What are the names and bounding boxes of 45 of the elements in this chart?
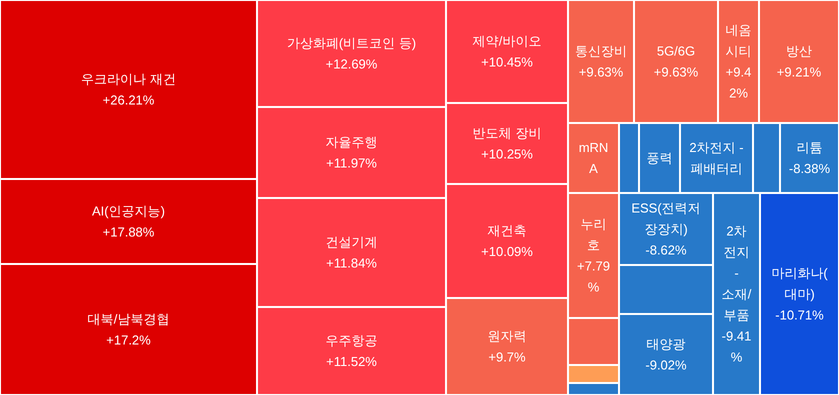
data-label: -10.71% [775,308,824,322]
data-label: +9.42% [726,64,752,100]
category-label: 반도체 장비 [472,126,542,140]
category-label: 네옴시티 [726,22,752,58]
category-label: 풍력 [646,150,672,166]
category-label: 우주항공 [326,333,378,348]
data-label: +9.63% [578,64,624,80]
category-label: AI(인공지능) [92,204,165,218]
category-label: 통신장비 [575,44,627,58]
data-label: -8.38% [788,161,831,176]
data-label: -8.62% [645,242,688,258]
data-label: +17.88% [102,224,155,240]
category-label: 리튬 [796,140,822,155]
data-label: +9.63% [654,64,699,80]
data-label: +9.21% [776,64,822,80]
category-label: 가상화폐(비트코인 등) [286,36,416,50]
category-label: mRNA [578,140,608,176]
category-label: 누리호 [580,216,606,252]
data-label: +10.45% [481,54,534,70]
category-label: 건설기계 [326,234,378,250]
category-label: 마리화나(대마) [771,266,828,302]
category-label: 태양광 [646,336,686,352]
data-label: +10.09% [481,244,534,259]
category-label: 2차전지 - 소재/부품 [722,224,752,322]
category-label: 재건축 [488,223,526,238]
data-label: +11.52% [326,354,378,369]
category-label: 대북/남북경협 [88,312,170,326]
data-label: +10.25% [481,146,534,162]
data-label: -9.02% [645,358,688,372]
category-label: 우크라이나 재건 [81,72,176,86]
data-label: +12.69% [326,56,378,72]
data-label: +9.7% [488,350,526,364]
category-label: 자율주행 [326,134,378,150]
data-label: +17.2% [106,332,152,348]
category-label: 2차전지 - 폐배터리 [689,140,744,176]
category-label: ESS(전력저장장치) [631,200,701,236]
data-label: -9.41% [722,328,752,364]
category-label: 5G/6G [656,44,696,58]
data-label: +7.79% [577,258,610,294]
category-label: 원자력 [488,328,526,344]
data-label: +11.84% [326,256,378,270]
category-label: 방산 [786,44,812,58]
data-label: +26.21% [102,92,155,108]
category-label: 제약/바이오 [472,34,542,48]
data-label: +11.97% [326,156,378,170]
